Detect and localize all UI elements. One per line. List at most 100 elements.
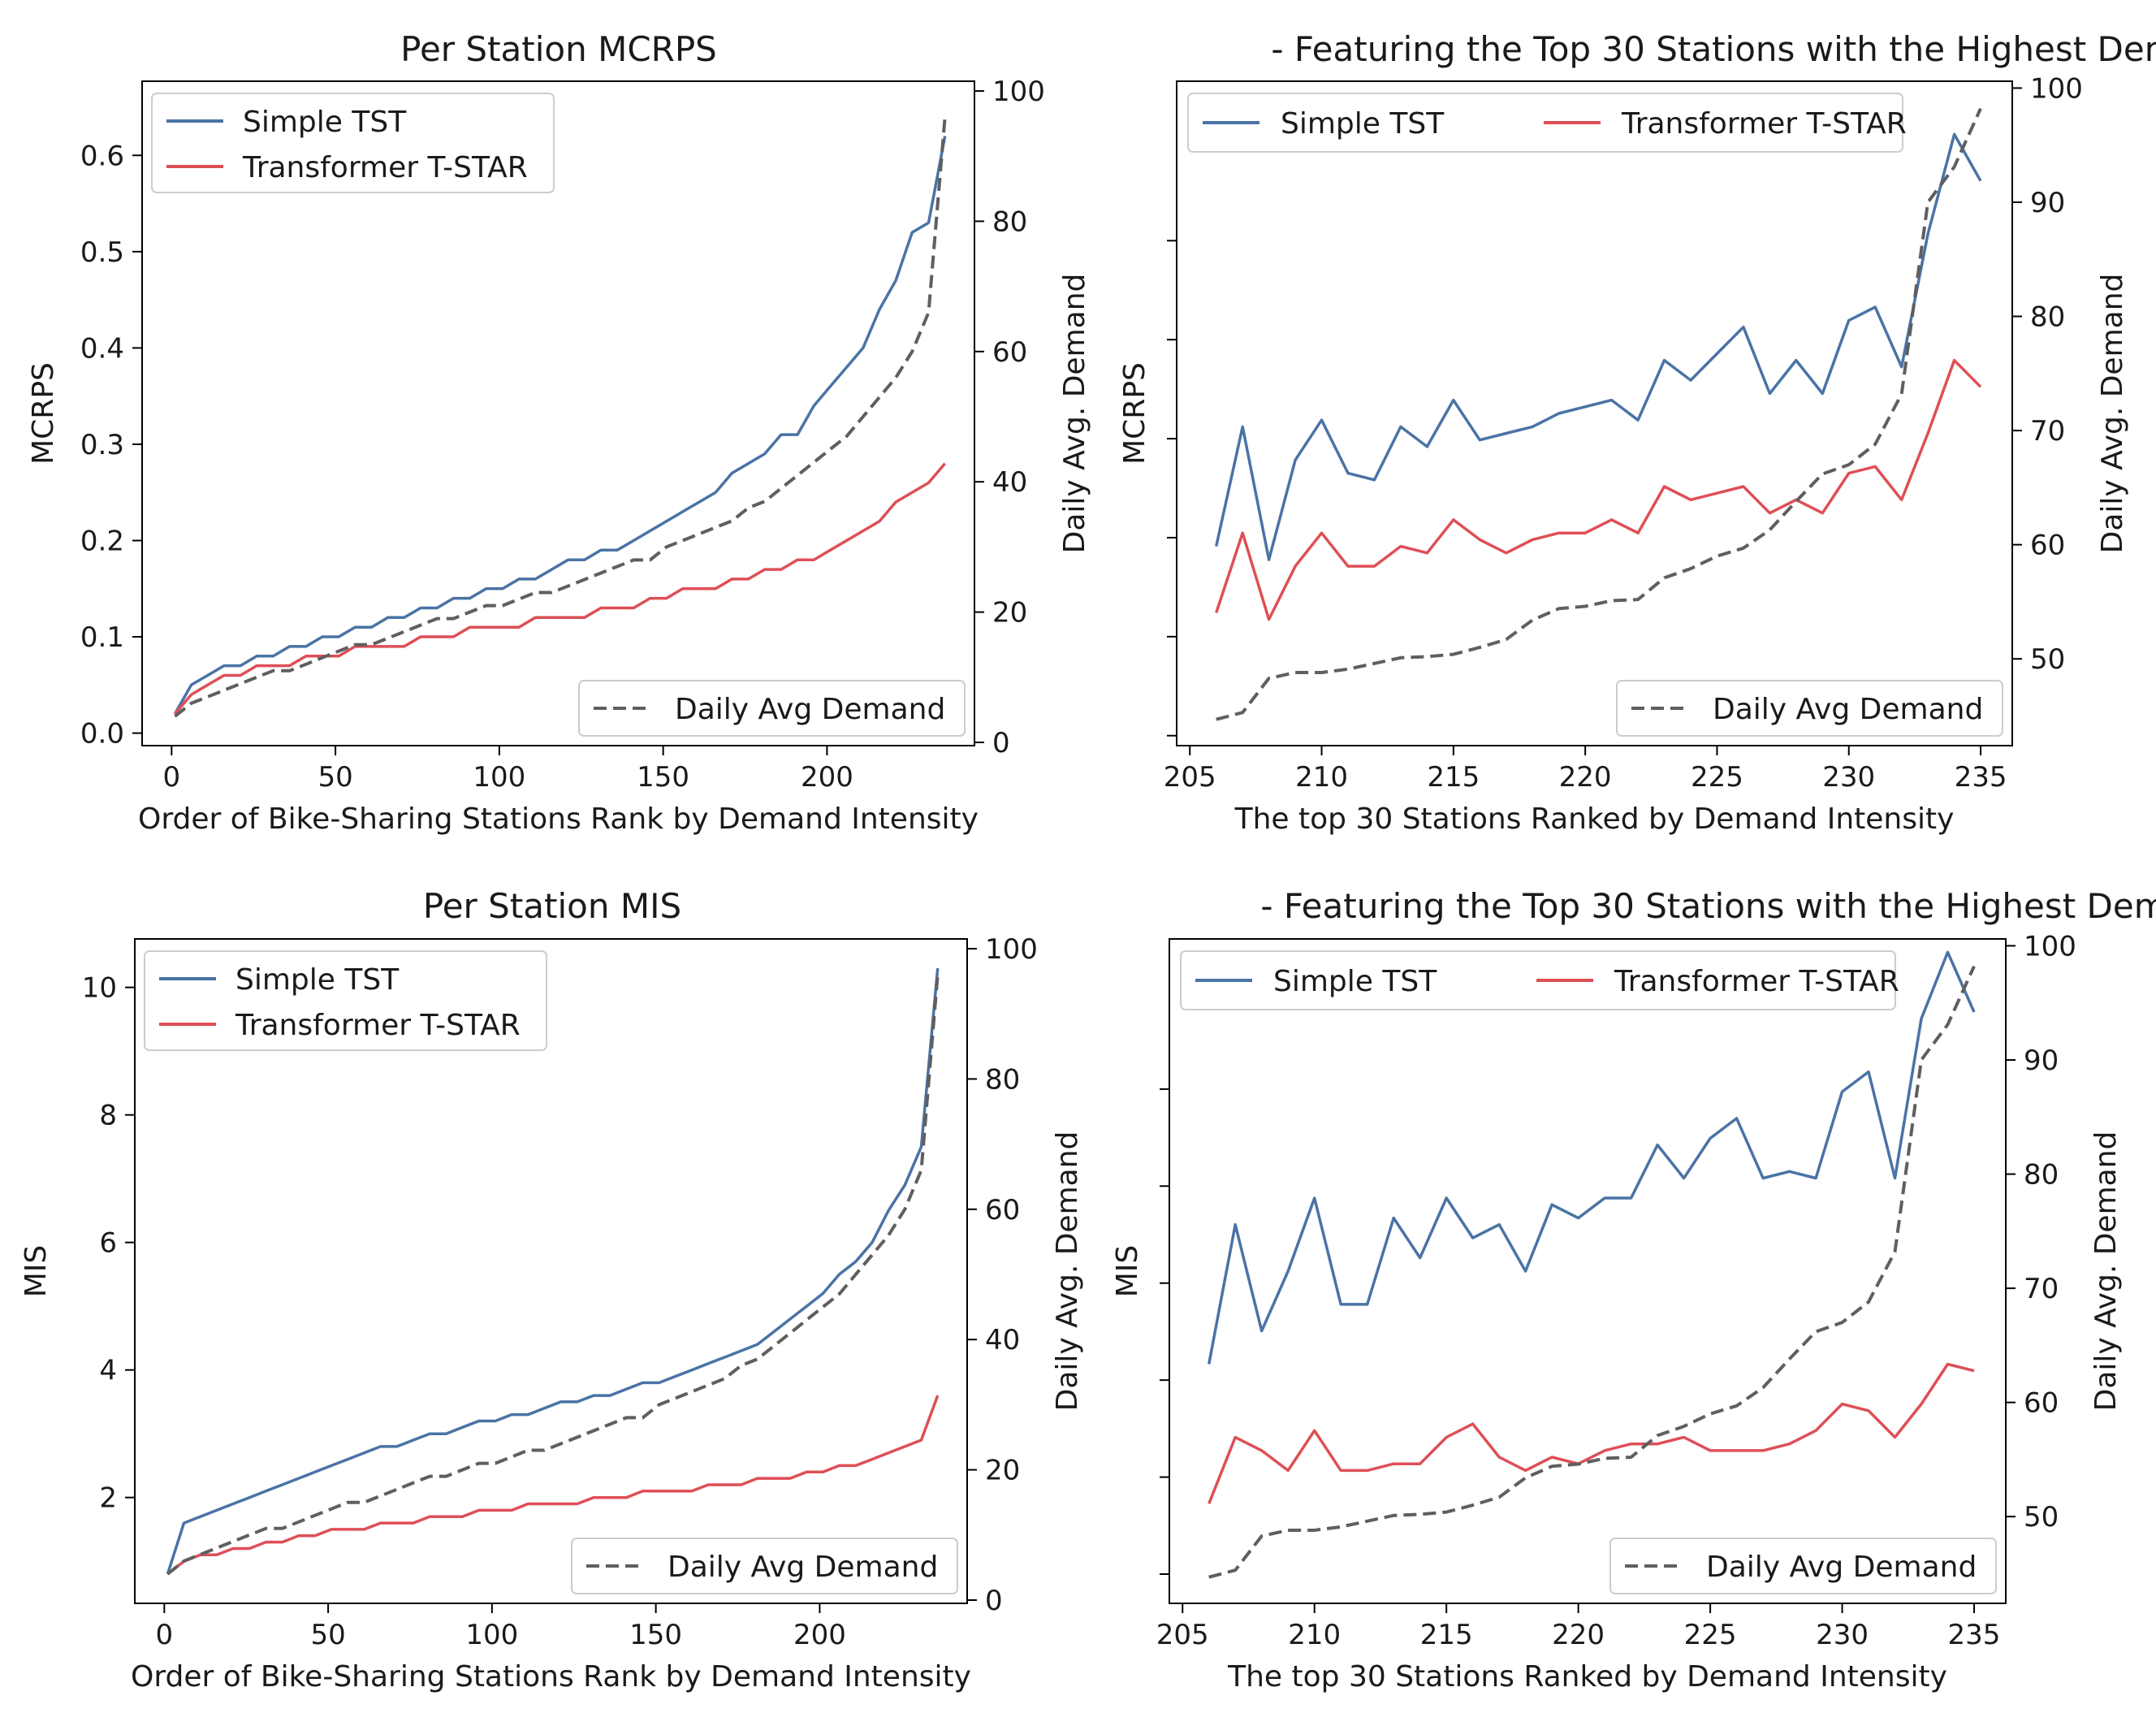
mcrps-top30-y2tick-label: 90 [2030, 187, 2065, 219]
mis-top30-y2tick-label: 100 [2024, 930, 2076, 962]
mis-all-xtick-label: 100 [465, 1619, 518, 1651]
mis-top30-series-daily-avg-demand [1208, 965, 1976, 1579]
mcrps-top30-series-transformer-t-star [1215, 358, 1982, 621]
mcrps-all-y2tick-label: 40 [992, 466, 1027, 499]
mis-top30-ylabel: MIS [1111, 1245, 1144, 1298]
mcrps-all-xtick-label: 0 [162, 761, 180, 794]
mcrps-all-xtick-label: 100 [473, 761, 525, 794]
mcrps-all-series-daily-avg-demand [174, 116, 947, 718]
mis-all-series-daily-avg-demand [166, 974, 940, 1576]
mcrps-top30-xtick-label: 230 [1822, 761, 1875, 794]
mis-all-series-transformer-t-star [166, 1395, 940, 1576]
mis-all-legend-demand: Daily Avg Demand [571, 1538, 958, 1594]
mcrps-top30-legend-label: Simple TST [1281, 107, 1445, 141]
mcrps-all-y2tick-label: 100 [992, 76, 1045, 108]
mis-top30-title: - Featuring the Top 30 Stations with the… [1260, 886, 2156, 926]
mis-top30-series-transformer-t-star [1208, 1362, 1975, 1504]
mis-top30-panel: 205 210 215 220 225 230 235 50 60 70 80 90 100 - Feat… [1111, 886, 2156, 1694]
mis-top30-legend-label: Simple TST [1273, 965, 1437, 998]
mis-all-y2label: Daily Avg. Demand [1051, 1131, 1084, 1412]
mcrps-all-ytick-label: 0.0 [80, 718, 124, 751]
mcrps-all-legend-label: Transformer T-STAR [242, 151, 528, 184]
mis-top30-y2label: Daily Avg. Demand [2089, 1131, 2123, 1412]
mcrps-all-y2tick-label: 60 [992, 336, 1027, 369]
mcrps-top30-xtick-label: 225 [1691, 761, 1743, 794]
mis-all-y2tick-label: 80 [985, 1063, 1020, 1096]
mcrps-all-ytick-label: 0.4 [80, 332, 124, 365]
mcrps-all-y2label: Daily Avg. Demand [1058, 274, 1091, 554]
mis-all-frame [134, 938, 968, 1604]
mcrps-all-ytick-label: 0.2 [80, 525, 124, 557]
mcrps-top30-xtick-label: 210 [1295, 761, 1348, 794]
mcrps-all-frame [141, 80, 975, 746]
mis-top30-legend: Simple TST Transformer T-STAR [1180, 950, 1899, 1010]
mis-top30-xtick-label: 205 [1156, 1619, 1209, 1651]
mcrps-all-ylabel: MCRPS [27, 362, 60, 465]
mcrps-top30-y2tick-label: 60 [2030, 530, 2065, 562]
mis-top30-series-simple-tst [1207, 950, 1976, 1365]
mcrps-all-y2tick-label: 0 [992, 727, 1010, 759]
mis-all-xtick-label: 0 [155, 1619, 173, 1651]
mcrps-top30-series-simple-tst [1214, 132, 1982, 561]
mis-all-y2tick-label: 20 [985, 1455, 1020, 1487]
mis-all-ytick-label: 2 [99, 1482, 117, 1515]
mis-all-xtick-label: 50 [310, 1619, 345, 1651]
mis-top30-y2tick-label: 90 [2024, 1045, 2059, 1077]
mis-all-xlabel: Order of Bike-Sharing Stations Rank by D… [131, 1660, 971, 1694]
mcrps-all-series-simple-tst [173, 136, 947, 715]
mcrps-all-title: Per Station MCRPS [400, 29, 717, 69]
mcrps-top30-xtick-label: 220 [1559, 761, 1612, 794]
mis-top30-xtick-label: 215 [1420, 1619, 1473, 1651]
mcrps-top30-xtick-label: 215 [1427, 761, 1480, 794]
mis-top30-xtick-label: 225 [1684, 1619, 1737, 1651]
mcrps-top30-panel: 205 210 215 220 225 230 235 50 60 70 80 90 100- Feat… [1118, 29, 2156, 836]
mis-top30-legend-demand: Daily Avg Demand [1609, 1538, 1997, 1594]
mis-all-ytick-label: 8 [99, 1100, 117, 1132]
mcrps-top30-frame [1176, 80, 2013, 746]
mcrps-all-ytick-label: 0.5 [80, 236, 124, 269]
mcrps-top30-title: - Featuring the Top 30 Stations with the… [1271, 29, 2156, 69]
mcrps-all-xtick-label: 50 [318, 761, 352, 794]
mcrps-top30-y2tick-label: 70 [2030, 415, 2065, 448]
mcrps-all-legend-label: Simple TST [243, 106, 407, 139]
mcrps-top30-xtick-label: 205 [1164, 761, 1216, 794]
mcrps-all-legend-demand-label: Daily Avg Demand [675, 693, 945, 726]
mcrps-all-ytick-label: 0.1 [80, 621, 124, 654]
mcrps-all-ytick-label: 0.6 [80, 140, 124, 172]
mcrps-top30-y2tick-label: 50 [2030, 643, 2065, 676]
mis-top30-y2tick-label: 80 [2024, 1159, 2059, 1192]
mis-all-xtick-label: 150 [629, 1619, 682, 1651]
mcrps-all-ytick-label: 0.3 [80, 429, 124, 461]
mis-all-legend-label: Transformer T-STAR [235, 1009, 521, 1042]
mcrps-top30-legend-label: Transformer T-STAR [1621, 107, 1907, 141]
mis-all-ytick-label: 6 [99, 1227, 117, 1260]
mis-top30-y2tick-label: 50 [2024, 1501, 2059, 1533]
mcrps-top30-legend-demand: Daily Avg Demand [1616, 680, 2003, 737]
mis-top30-xtick-label: 210 [1288, 1619, 1341, 1651]
mis-all-series-simple-tst [166, 967, 940, 1575]
mcrps-all-xtick-label: 150 [637, 761, 689, 794]
mcrps-top30-series-daily-avg-demand [1216, 107, 1982, 721]
mcrps-top30-legend-demand-label: Daily Avg Demand [1713, 693, 1983, 726]
mis-all-legend: Simple TST Transformer T-STAR [144, 950, 547, 1051]
mis-top30-xtick-label: 220 [1552, 1619, 1605, 1651]
mcrps-all-y2tick-label: 20 [992, 597, 1027, 629]
mis-all-ytick-label: 4 [99, 1355, 117, 1387]
mis-all-y2tick-label: 60 [985, 1194, 1020, 1226]
mis-all-y2tick-label: 100 [985, 933, 1038, 966]
mis-top30-legend-label: Transformer T-STAR [1614, 965, 1899, 998]
mis-all-legend-demand-label: Daily Avg Demand [668, 1551, 938, 1584]
mis-top30-xlabel: The top 30 Stations Ranked by Demand Int… [1227, 1660, 1947, 1694]
mis-top30-xtick-label: 230 [1816, 1619, 1869, 1651]
mcrps-top30-y2tick-label: 100 [2030, 72, 2083, 105]
mis-all-ytick-label: 10 [82, 972, 117, 1005]
mis-top30-frame [1169, 938, 2007, 1604]
mis-top30-xtick-label: 235 [1948, 1619, 2001, 1651]
mis-all-legend-label: Simple TST [235, 963, 400, 997]
mcrps-top30-y2label: Daily Avg. Demand [2096, 274, 2129, 554]
mis-top30-legend-demand-label: Daily Avg Demand [1706, 1551, 1977, 1584]
mcrps-top30-xtick-label: 235 [1955, 761, 2007, 794]
mcrps-top30-y2tick-label: 80 [2030, 301, 2065, 334]
mis-top30-y2tick-label: 60 [2024, 1387, 2059, 1420]
mcrps-all-series-transformer-t-star [174, 462, 947, 716]
